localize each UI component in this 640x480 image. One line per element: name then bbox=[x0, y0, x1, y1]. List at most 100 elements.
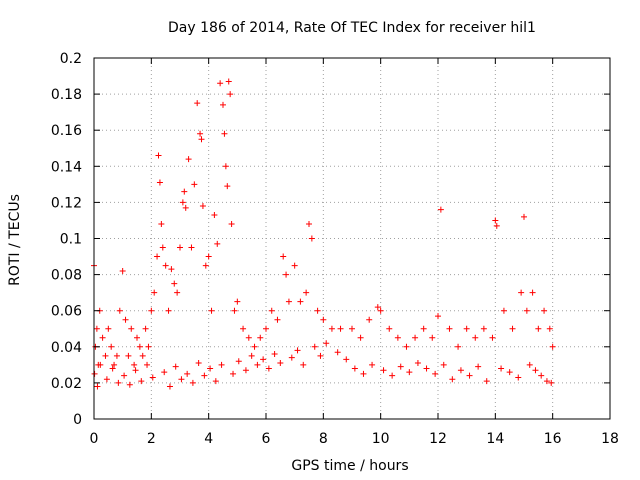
data-point bbox=[155, 152, 162, 159]
data-point bbox=[235, 358, 242, 365]
data-point bbox=[518, 289, 525, 296]
data-point bbox=[134, 334, 140, 341]
data-point bbox=[357, 334, 364, 341]
data-point bbox=[194, 100, 201, 107]
data-point bbox=[334, 349, 341, 356]
data-point bbox=[212, 378, 219, 385]
data-point bbox=[148, 307, 155, 314]
data-point bbox=[337, 325, 344, 332]
x-tick-label: 18 bbox=[601, 431, 619, 447]
data-point bbox=[108, 343, 115, 350]
data-point bbox=[492, 217, 499, 224]
data-point bbox=[515, 374, 522, 381]
data-point bbox=[493, 222, 500, 229]
data-point bbox=[446, 325, 453, 332]
data-point bbox=[125, 352, 132, 359]
x-tick-label: 2 bbox=[147, 431, 156, 447]
data-point bbox=[283, 271, 290, 278]
data-point bbox=[543, 378, 550, 385]
data-point bbox=[105, 325, 112, 332]
y-axis-label: ROTI / TECUs bbox=[7, 194, 23, 286]
data-point bbox=[526, 361, 533, 368]
data-point bbox=[208, 307, 215, 314]
data-point bbox=[311, 343, 318, 350]
data-point bbox=[509, 325, 516, 332]
y-tick-label: 0.04 bbox=[51, 340, 82, 356]
data-point bbox=[231, 307, 238, 314]
data-point bbox=[475, 363, 482, 370]
data-point bbox=[288, 354, 295, 361]
data-point bbox=[199, 203, 206, 210]
data-point bbox=[195, 360, 202, 367]
data-point bbox=[181, 188, 188, 195]
data-point bbox=[532, 367, 539, 374]
data-point bbox=[103, 376, 110, 383]
data-point bbox=[432, 370, 439, 377]
data-point bbox=[389, 372, 396, 379]
data-point bbox=[145, 343, 152, 350]
data-point bbox=[394, 334, 401, 341]
data-point bbox=[217, 80, 224, 87]
data-point bbox=[535, 325, 542, 332]
data-point bbox=[386, 325, 393, 332]
data-point bbox=[423, 365, 430, 372]
y-tick-label: 0.18 bbox=[51, 87, 82, 103]
data-point bbox=[440, 361, 447, 368]
x-tick-label: 6 bbox=[262, 431, 271, 447]
data-point bbox=[211, 212, 218, 219]
data-point bbox=[151, 289, 158, 296]
data-point bbox=[260, 356, 267, 363]
data-point bbox=[242, 367, 249, 374]
data-point bbox=[228, 221, 235, 228]
data-point bbox=[480, 325, 487, 332]
x-tick-label: 0 bbox=[90, 431, 99, 447]
data-point bbox=[297, 298, 304, 305]
x-tick-label: 16 bbox=[544, 431, 562, 447]
data-point bbox=[360, 370, 367, 377]
data-point bbox=[489, 334, 496, 341]
data-point bbox=[466, 372, 473, 379]
data-point bbox=[234, 298, 241, 305]
x-tick-label: 14 bbox=[486, 431, 504, 447]
data-point bbox=[179, 199, 186, 206]
data-point bbox=[457, 367, 464, 374]
data-point bbox=[168, 266, 175, 273]
data-point bbox=[197, 130, 204, 137]
data-point bbox=[323, 340, 330, 347]
data-point bbox=[121, 372, 128, 379]
x-axis-label: GPS time / hours bbox=[291, 458, 408, 474]
data-point bbox=[172, 363, 179, 370]
data-point bbox=[500, 307, 507, 314]
data-point bbox=[222, 163, 229, 170]
y-tick-labels: 0 0.02 0.04 0.06 0.08 0.1 0.12 0.14 0.16 0.18 0.2 bbox=[51, 51, 82, 428]
data-point bbox=[306, 221, 312, 228]
data-point bbox=[205, 253, 212, 260]
data-point bbox=[472, 334, 479, 341]
data-point bbox=[177, 244, 183, 251]
data-point bbox=[523, 307, 530, 314]
data-point bbox=[178, 376, 185, 383]
data-point bbox=[165, 307, 172, 314]
data-point bbox=[248, 352, 255, 359]
data-point bbox=[300, 361, 307, 368]
data-point bbox=[189, 379, 196, 386]
data-point bbox=[191, 181, 198, 188]
data-point bbox=[224, 183, 231, 190]
data-point bbox=[314, 307, 321, 314]
data-point bbox=[154, 253, 161, 260]
data-point bbox=[455, 343, 462, 350]
data-point bbox=[369, 361, 376, 368]
data-point bbox=[274, 316, 281, 323]
data-point bbox=[529, 289, 536, 296]
data-point bbox=[111, 361, 118, 368]
data-point bbox=[166, 383, 173, 390]
y-tick-label: 0.1 bbox=[60, 232, 82, 248]
data-point bbox=[349, 325, 355, 332]
data-point bbox=[198, 136, 205, 143]
data-point bbox=[119, 267, 126, 274]
data-point bbox=[271, 351, 278, 358]
data-point bbox=[521, 213, 527, 220]
x-tick-label: 12 bbox=[429, 431, 447, 447]
